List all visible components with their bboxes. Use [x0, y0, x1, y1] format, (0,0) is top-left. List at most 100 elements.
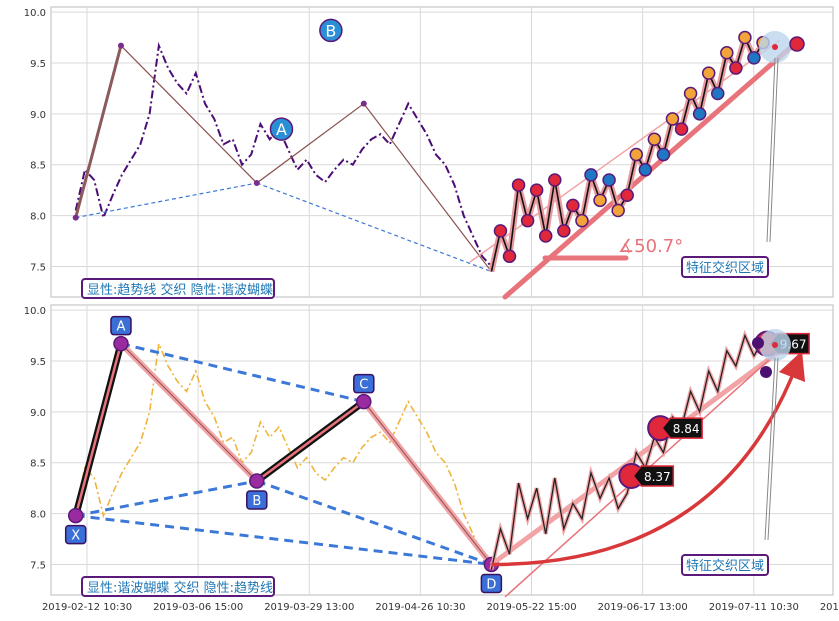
signal-marker	[729, 61, 743, 75]
harmonic-label: D	[486, 577, 496, 592]
harmonic-leg-core	[256, 400, 365, 483]
butterfly-point	[72, 214, 79, 221]
harmonic-label-box	[480, 573, 503, 594]
price-tag-text: 8.37	[644, 470, 671, 484]
trend-line-thin	[469, 39, 781, 263]
signal-marker	[620, 188, 634, 202]
signal-marker	[683, 86, 698, 101]
harmonic-leg-core	[363, 401, 492, 565]
wave-label-text: A	[276, 120, 287, 139]
x-tick-label: 2019-07-11 10:30	[709, 602, 799, 613]
harmonic-label-box	[353, 373, 375, 394]
signal-marker	[720, 46, 734, 60]
y-tick-label: 9.0	[30, 110, 46, 121]
y-tick-label: 7.5	[30, 262, 46, 273]
harmonic-label-box	[64, 524, 87, 545]
harmonic-leg-core	[74, 343, 123, 516]
signal-marker	[738, 30, 752, 45]
signal-marker	[674, 122, 689, 136]
signal-marker	[529, 183, 544, 197]
zigzag-line	[490, 333, 764, 570]
butterfly-point	[253, 180, 260, 187]
wave-label-marker	[319, 18, 343, 43]
harmonic-point	[67, 507, 84, 524]
wave-label-text: B	[325, 21, 336, 40]
x-tick-label: 2019-02-12 10:30	[42, 602, 132, 613]
signal-marker	[701, 66, 716, 80]
signal-marker	[502, 249, 517, 264]
harmonic-dash	[256, 479, 492, 566]
signal-marker	[602, 173, 616, 187]
signal-marker	[638, 163, 653, 177]
harmonic-point	[249, 473, 265, 489]
signal-marker	[557, 224, 571, 238]
signal-marker	[629, 147, 644, 162]
pointer-line	[766, 57, 776, 243]
signal-marker	[593, 193, 607, 208]
projection-arrow	[491, 350, 806, 567]
trend-line-main	[489, 337, 797, 567]
bottom-zone-box: 特征交织区域	[681, 554, 769, 576]
signal-marker	[647, 132, 662, 147]
top-legend-text: 显性:趋势线 交织 隐性:谐波蝴蝶	[87, 282, 273, 298]
y-tick-label: 9.5	[30, 59, 46, 70]
harmonic-label-box	[246, 490, 268, 510]
price-tag-box	[632, 465, 675, 487]
harmonic-dash	[75, 479, 258, 518]
y-tick-label: 8.5	[30, 459, 46, 470]
top-zone-label: 特征交织区域	[686, 260, 764, 276]
price-tag-text: 8.84	[673, 422, 700, 436]
bottom-legend-text: 显性:谐波蝴蝶 交织 隐性:趋势线	[87, 580, 273, 596]
harmonic-dash	[120, 342, 365, 404]
harmonic-leg-core	[120, 343, 258, 482]
harmonic-point	[356, 393, 372, 410]
harmonic-label: B	[252, 494, 261, 509]
signal-marker	[538, 229, 553, 243]
terminal-marker	[789, 36, 805, 52]
signal-marker	[747, 51, 761, 65]
y-tick-label: 8.5	[30, 161, 46, 172]
top-zone-box: 特征交织区域	[681, 256, 769, 278]
top-panel-frame	[50, 6, 834, 298]
x-tick-label: 2019-08-02 15:00	[820, 602, 839, 613]
butterfly-point	[117, 42, 124, 49]
top-legend-box: 显性:趋势线 交织 隐性:谐波蝴蝶	[81, 278, 275, 299]
price-line	[74, 340, 492, 566]
reversal-dot	[752, 337, 764, 349]
y-tick-label: 8.0	[30, 212, 46, 223]
y-tick-label: 8.0	[30, 510, 46, 521]
x-tick-label: 2019-03-29 13:00	[264, 602, 354, 613]
axis-labels: 7.5 8.0 8.5 9.0 9.5 10.0 7.5 8.0 8.5 9.0 9.5 10.0 20…	[24, 8, 839, 613]
reversal-dot	[760, 366, 772, 378]
signal-marker	[520, 213, 535, 228]
y-tick-label: 10.0	[24, 306, 46, 317]
signal-marker	[711, 86, 725, 101]
price-line	[74, 41, 493, 268]
signal-marker	[575, 213, 589, 228]
bottom-legend-box: 显性:谐波蝴蝶 交织 隐性:趋势线	[81, 576, 275, 597]
wave-label-marker	[269, 117, 294, 141]
price-tag-box	[661, 417, 703, 439]
angle-label: ∡50.7°	[618, 236, 683, 257]
harmonic-label: X	[71, 529, 80, 544]
x-tick-label: 2019-04-26 10:30	[375, 602, 465, 613]
harmonic-label: A	[117, 320, 126, 335]
harmonic-label-box	[110, 315, 132, 336]
pointer-line	[769, 57, 779, 243]
signal-marker	[511, 178, 526, 192]
x-tick-label: 2019-06-17 13:00	[598, 602, 688, 613]
bottom-panel-frame	[50, 304, 834, 596]
y-tick-label: 9.0	[30, 408, 46, 419]
harmonic-dash	[75, 514, 492, 566]
target-dot	[772, 342, 778, 348]
top-panel: AB	[72, 18, 805, 300]
signal-marker	[548, 173, 562, 187]
harmonic-point	[113, 335, 129, 352]
butterfly-xb	[75, 182, 257, 219]
x-tick-label: 2019-05-22 15:00	[486, 602, 576, 613]
y-tick-label: 7.5	[30, 560, 46, 571]
signal-marker	[656, 147, 671, 162]
